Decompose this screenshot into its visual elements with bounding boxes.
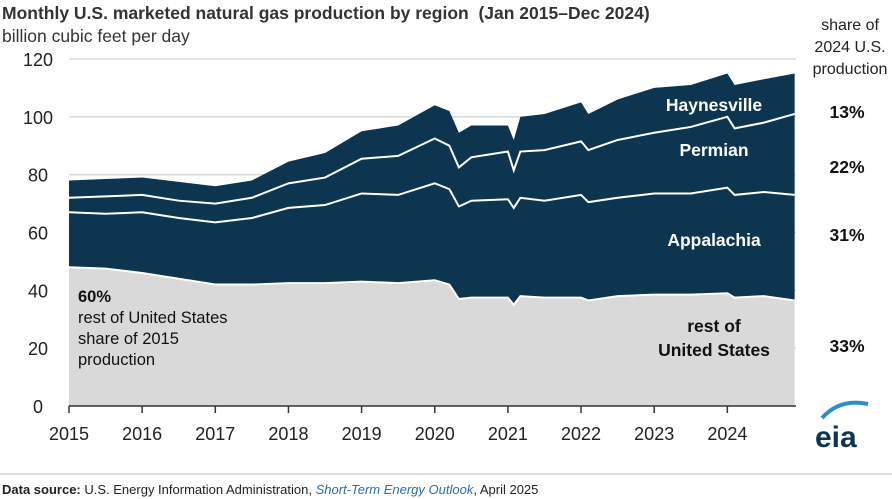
y-tick-label: 60 (28, 224, 48, 244)
y-tick-label: 120 (23, 50, 53, 70)
x-tick-label: 2021 (488, 424, 528, 444)
region-label: Permian (679, 140, 748, 160)
series-boundary-line (68, 112, 795, 205)
right-header-line-3: production (813, 61, 888, 78)
series-boundary-line (68, 266, 795, 307)
x-tick-label: 2017 (195, 424, 235, 444)
share-label: 33% (829, 336, 864, 356)
chart-title: Monthly U.S. marketed natural gas produc… (2, 3, 650, 23)
annotation-2015: 60% rest of United States share of 2015 … (78, 288, 228, 369)
x-tick-label: 2023 (634, 424, 674, 444)
region-label: Haynesville (666, 95, 763, 115)
y-tick-label: 0 (33, 397, 43, 417)
y-axis-label: billion cubic feet per day (2, 26, 190, 46)
logo-text: eia (815, 421, 857, 454)
y-tick-label: 80 (28, 166, 48, 186)
y-tick-label: 20 (28, 339, 48, 359)
annotation-line: rest of United States (78, 309, 228, 327)
share-label: 31% (829, 225, 864, 245)
share-label: 13% (829, 102, 864, 122)
x-tick-label: 2015 (49, 424, 89, 444)
region-label: rest of (687, 316, 741, 336)
series-boundary-line (68, 182, 795, 224)
x-tick-label: 2019 (342, 424, 382, 444)
x-tick-label: 2018 (268, 424, 308, 444)
area-haynesville (69, 73, 795, 204)
x-tick-label: 2022 (561, 424, 601, 444)
annotation-line: production (78, 351, 155, 369)
right-header-line-2: 2024 U.S. (814, 39, 885, 56)
x-tick-label: 2016 (122, 424, 162, 444)
area-permian (69, 113, 795, 223)
data-source: Data source: U.S. Energy Information Adm… (2, 482, 538, 497)
area-rest-of-united-states (69, 267, 795, 406)
region-label: Appalachia (667, 230, 761, 250)
x-tick-label: 2020 (415, 424, 455, 444)
annotation-pct: 60% (78, 288, 111, 306)
annotation-line: share of 2015 (78, 330, 179, 348)
y-tick-label: 100 (23, 108, 53, 128)
x-tick-label: 2024 (707, 424, 747, 444)
area-appalachia (69, 183, 795, 305)
logo-swoosh (820, 400, 869, 420)
region-label: United States (658, 340, 770, 360)
right-header-line-1: share of (821, 17, 879, 34)
share-label: 22% (829, 157, 864, 177)
eia-logo: eia (815, 400, 869, 454)
y-tick-label: 40 (28, 281, 48, 301)
